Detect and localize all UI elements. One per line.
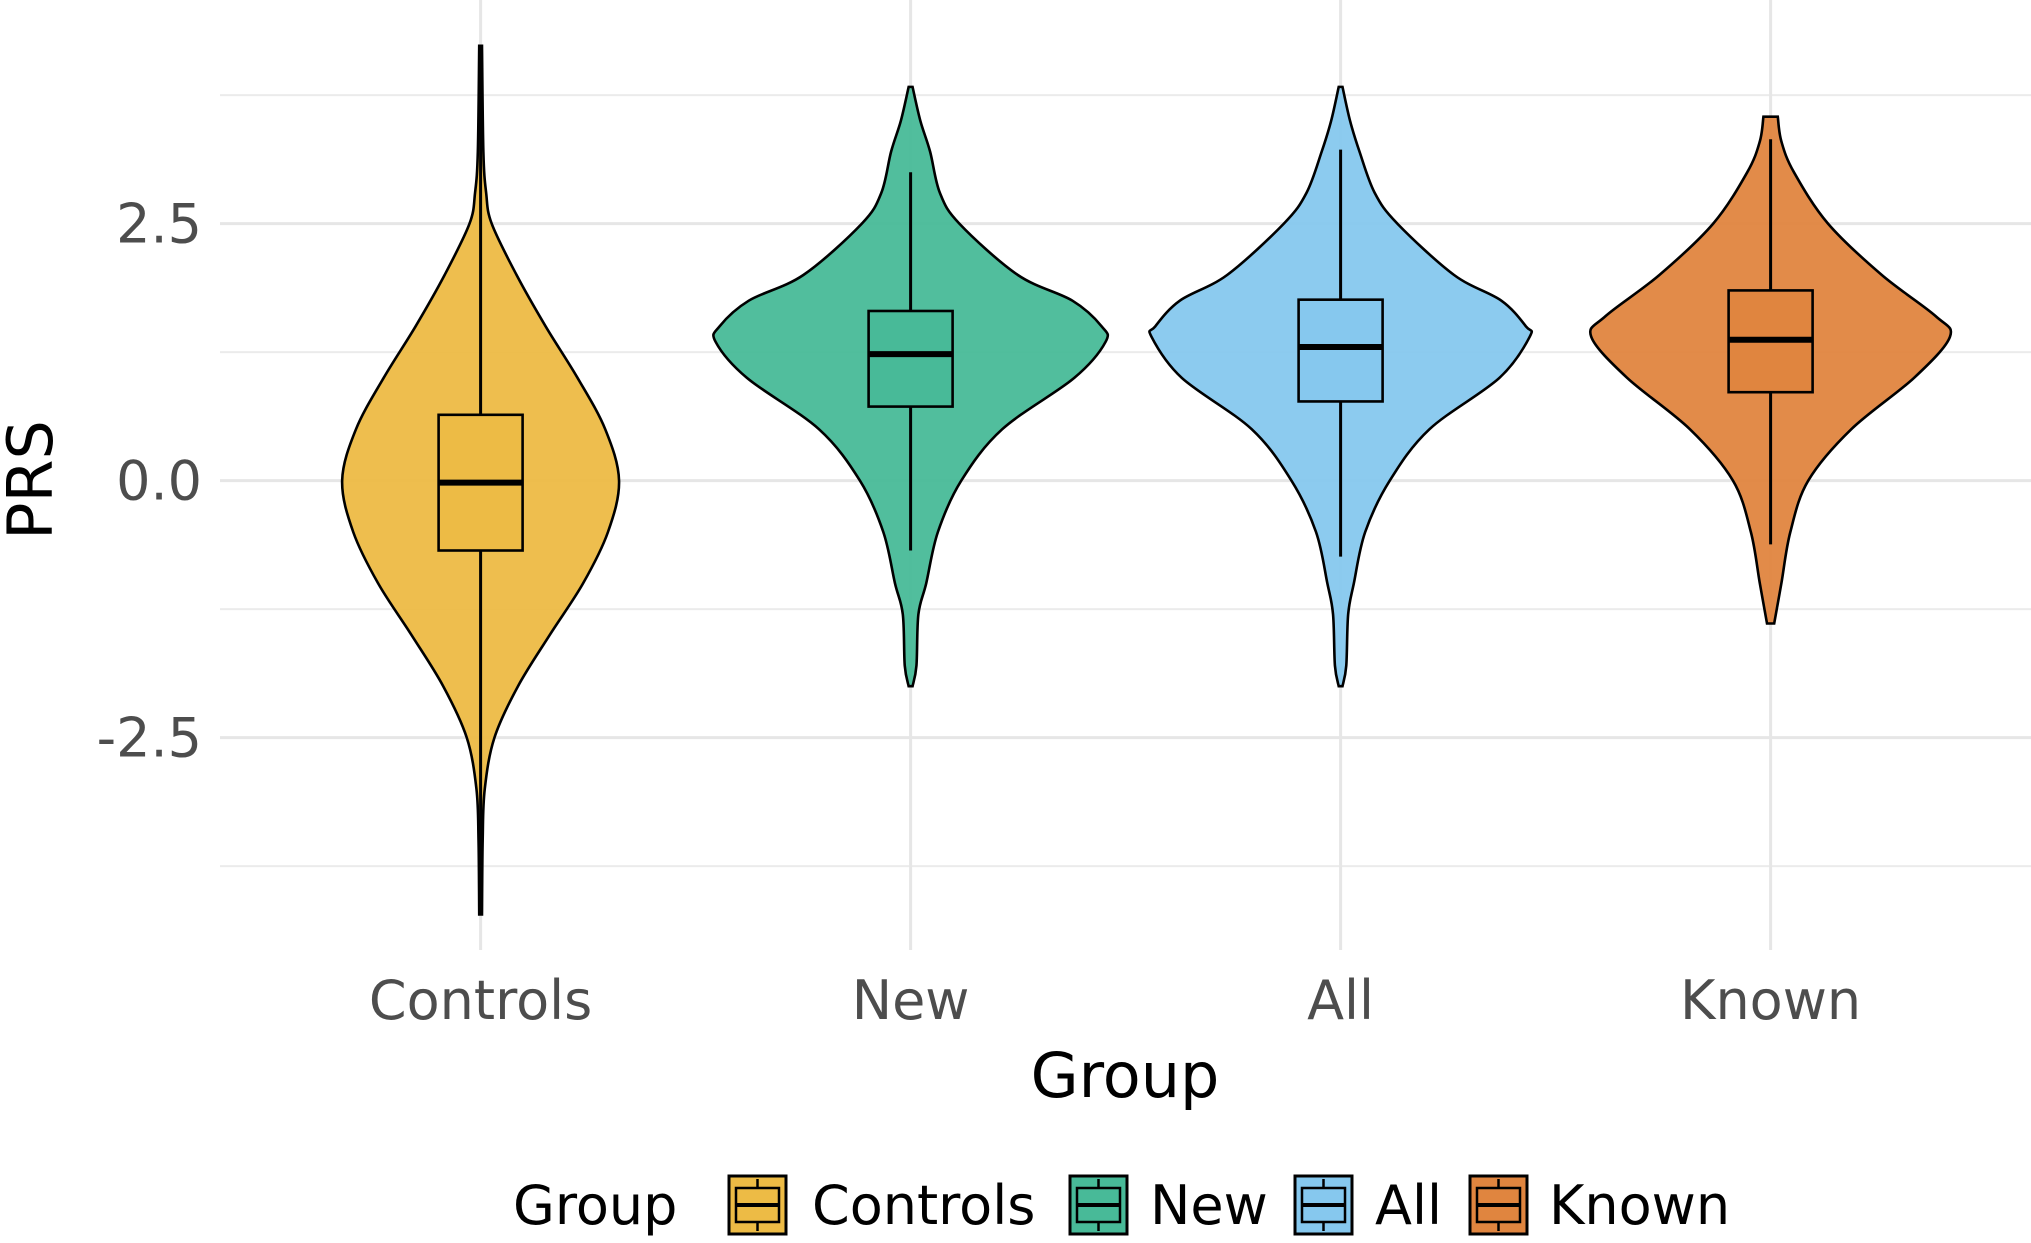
x-tick-label: All bbox=[1307, 969, 1374, 1032]
box bbox=[1297, 298, 1384, 403]
legend-label: New bbox=[1150, 1174, 1268, 1237]
legend-item-all: All bbox=[1293, 1174, 1442, 1237]
x-axis-title: Group bbox=[1031, 1039, 1220, 1112]
legend: Group Controls New All Known bbox=[513, 1174, 1730, 1237]
violin-controls bbox=[340, 44, 621, 916]
y-tick-label: 0.0 bbox=[116, 450, 202, 513]
legend-title: Group bbox=[513, 1174, 677, 1237]
box bbox=[867, 309, 954, 408]
y-tick-label: 2.5 bbox=[116, 193, 202, 256]
y-axis-title: PRS bbox=[0, 420, 67, 540]
violins bbox=[340, 44, 1953, 916]
x-tick-label: New bbox=[852, 969, 970, 1032]
x-tick-label: Controls bbox=[369, 969, 592, 1032]
x-axis-ticks: Controls New All Known bbox=[369, 969, 1861, 1032]
legend-label: All bbox=[1375, 1174, 1442, 1237]
y-tick-label: -2.5 bbox=[97, 707, 202, 770]
violin-known bbox=[1589, 115, 1953, 625]
legend-label: Controls bbox=[812, 1174, 1035, 1237]
y-axis-ticks: 2.5 0.0 -2.5 bbox=[97, 193, 202, 770]
legend-item-controls: Controls bbox=[727, 1174, 1035, 1237]
legend-item-new: New bbox=[1068, 1174, 1268, 1237]
violin-new bbox=[712, 85, 1110, 688]
x-tick-label: Known bbox=[1680, 969, 1861, 1032]
legend-label: Known bbox=[1549, 1174, 1730, 1237]
violin-all bbox=[1148, 85, 1534, 688]
legend-item-known: Known bbox=[1468, 1174, 1730, 1237]
